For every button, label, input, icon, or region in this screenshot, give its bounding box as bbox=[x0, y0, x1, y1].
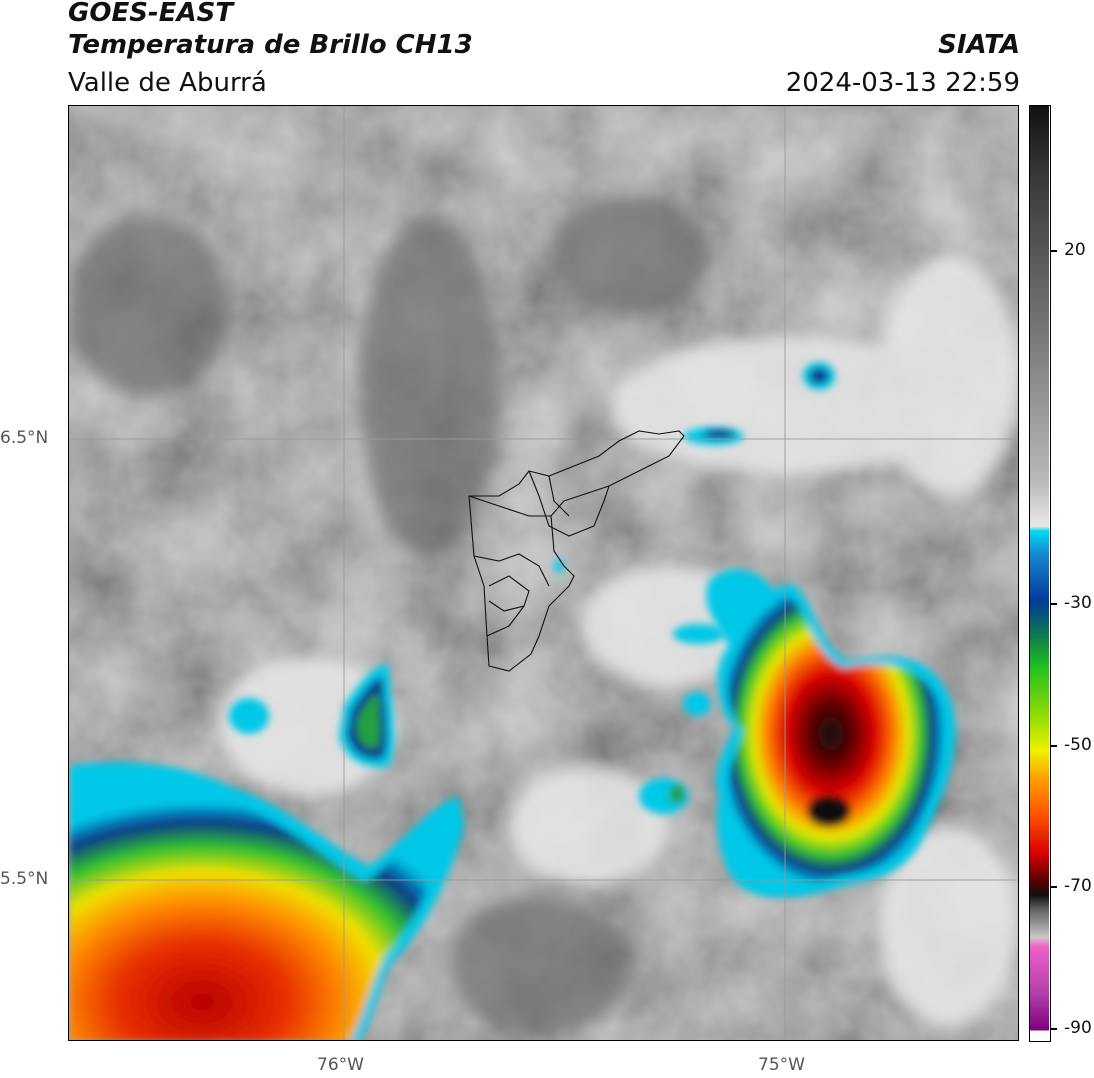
organization-label: SIATA bbox=[938, 30, 1020, 60]
lon-label-75: 75°W bbox=[758, 1055, 805, 1075]
left-convective-cell bbox=[69, 762, 464, 1040]
colorbar-label-minus-90: -90 bbox=[1064, 1018, 1092, 1038]
region-label: Valle de Aburrá bbox=[68, 68, 267, 98]
colorbar-label-minus-70: -70 bbox=[1064, 876, 1092, 896]
colorbar-label-minus-50: -50 bbox=[1064, 735, 1092, 755]
lon-label-76: 76°W bbox=[317, 1055, 364, 1075]
satellite-title: GOES-EAST bbox=[68, 0, 234, 28]
dark-cloud-areas bbox=[69, 196, 709, 1036]
satellite-map[interactable] bbox=[68, 105, 1019, 1041]
product-title: Temperatura de Brillo CH13 bbox=[68, 30, 473, 60]
right-small-cells bbox=[554, 362, 835, 814]
colorbar-tick bbox=[1051, 250, 1057, 252]
colorbar-tick bbox=[1051, 745, 1057, 747]
colorbar-tick bbox=[1051, 603, 1057, 605]
left-small-cells bbox=[229, 664, 394, 768]
map-canvas bbox=[69, 106, 1018, 1040]
colorbar-tick bbox=[1051, 886, 1057, 888]
timestamp: 2024-03-13 22:59 bbox=[785, 68, 1020, 98]
colorbar-gradient bbox=[1030, 106, 1049, 1040]
gridlines bbox=[69, 106, 1018, 1040]
temperature-colorbar bbox=[1029, 105, 1051, 1042]
right-convective-cell bbox=[706, 569, 956, 898]
lat-label-6-5: 6.5°N bbox=[0, 428, 49, 448]
colorbar-label-minus-30: -30 bbox=[1064, 593, 1092, 613]
colorbar-label-20: 20 bbox=[1064, 240, 1086, 260]
valle-de-aburra-boundaries bbox=[468, 430, 685, 672]
colorbar-tick bbox=[1051, 1028, 1057, 1030]
lat-label-5-5: 5.5°N bbox=[0, 869, 49, 889]
